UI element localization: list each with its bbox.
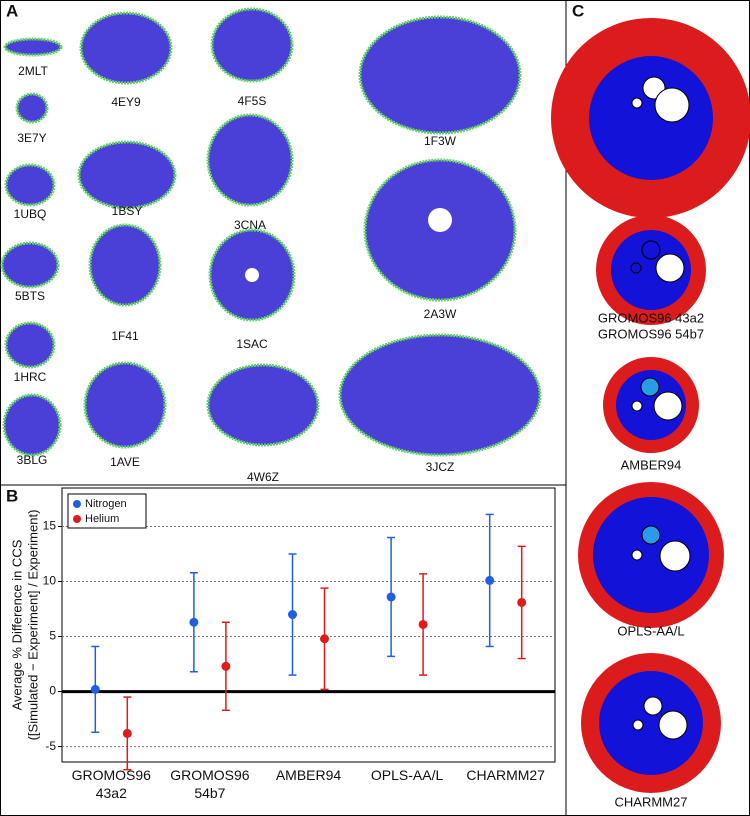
cavity [641,240,661,260]
protein-surface [206,113,294,207]
diagram-label: CHARMM27 [615,794,688,809]
protein-label: 3CNA [234,218,266,232]
protein-surface [88,223,162,307]
protein-surface [15,92,49,124]
diagram-label: GROMOS96 43a2 [598,310,704,325]
diagram-label: AMBER94 [621,457,682,472]
cavity [630,262,642,274]
cavity [631,97,643,109]
data-point [485,575,495,585]
protein-surface [2,393,62,457]
x-tick-label: GROMOS96 54b7 [170,767,250,801]
data-point [189,617,199,627]
data-point [288,610,297,620]
cavity [631,400,643,412]
legend-box [67,493,147,529]
inner-core [593,497,709,613]
y-tick-label: 5 [49,629,56,643]
pore [245,268,259,282]
protein-surface [77,140,177,210]
protein-surface [83,361,167,449]
protein-label: 4F5S [238,94,267,108]
data-point [320,634,329,644]
data-point [386,592,396,602]
data-point [221,661,231,671]
legend-marker [73,515,81,523]
protein-surface [210,7,294,83]
protein-surface [4,321,56,369]
protein-label: 1HRC [14,370,47,384]
protein-surface [206,363,320,447]
data-point [90,684,100,694]
protein-label: 2A3W [424,307,457,321]
protein-surface [79,11,173,85]
legend-marker [73,500,81,508]
y-tick-label: 0 [49,684,56,698]
diagram-label: GROMOS96 54b7 [598,326,704,341]
protein-label: 3E7Y [17,131,46,145]
inner-core [616,370,686,440]
cavity [655,253,685,283]
legend-label: Helium [85,513,119,525]
cavity [654,87,690,123]
y-tick-label: 15 [43,519,57,533]
y-axis-label: ([Simulated − Experiment] / Experiment) [25,510,40,741]
protein-surface [358,15,522,135]
y-tick-label: -5 [45,739,56,753]
y-axis-label: Average % Difference in CCS [9,539,24,710]
protein-label: 5BTS [15,289,45,303]
x-tick-label: AMBER94 [276,767,342,783]
protein-surface [0,241,60,289]
inner-core [611,230,691,310]
panel-letter: B [6,486,18,505]
protein-label: 2MLT [18,64,48,78]
data-point [418,619,428,629]
cavity [643,696,663,716]
protein-label: 4EY9 [111,95,141,109]
inner-core [589,56,713,180]
cavity [659,540,691,572]
diagram-label: OPLS-AA/L [617,623,684,638]
cavity [653,391,683,421]
protein-label: 3JCZ [426,460,455,474]
protein-label: 3BLG [17,453,48,467]
protein-surface [3,37,63,57]
x-tick-label: GROMOS96 43a2 [72,767,152,801]
protein-label: 1SAC [236,337,268,351]
protein-label: 1AVE [110,455,140,469]
protein-label: 1UBQ [14,207,47,221]
data-point [517,597,527,607]
protein-label: 1F41 [111,329,139,343]
data-point [122,728,132,738]
y-tick-label: 10 [43,574,57,588]
protein-label: 1BSY [112,204,143,218]
cavity [658,710,688,740]
x-tick-label: CHARMM27 [466,767,545,783]
x-tick-label: OPLS-AA/L [371,767,444,783]
pore [428,208,452,232]
panel-letter: A [6,1,18,20]
cavity [631,549,643,561]
panel-letter: C [572,1,584,20]
protein-surface [4,163,56,207]
cavity [641,525,661,545]
protein-surface [338,333,542,457]
cavity [632,719,644,731]
legend-label: Nitrogen [85,498,127,510]
inner-core [599,671,703,775]
plot-area [61,487,556,763]
cavity [640,377,660,397]
protein-label: 4W6Z [247,470,279,484]
protein-label: 1F3W [424,134,457,148]
